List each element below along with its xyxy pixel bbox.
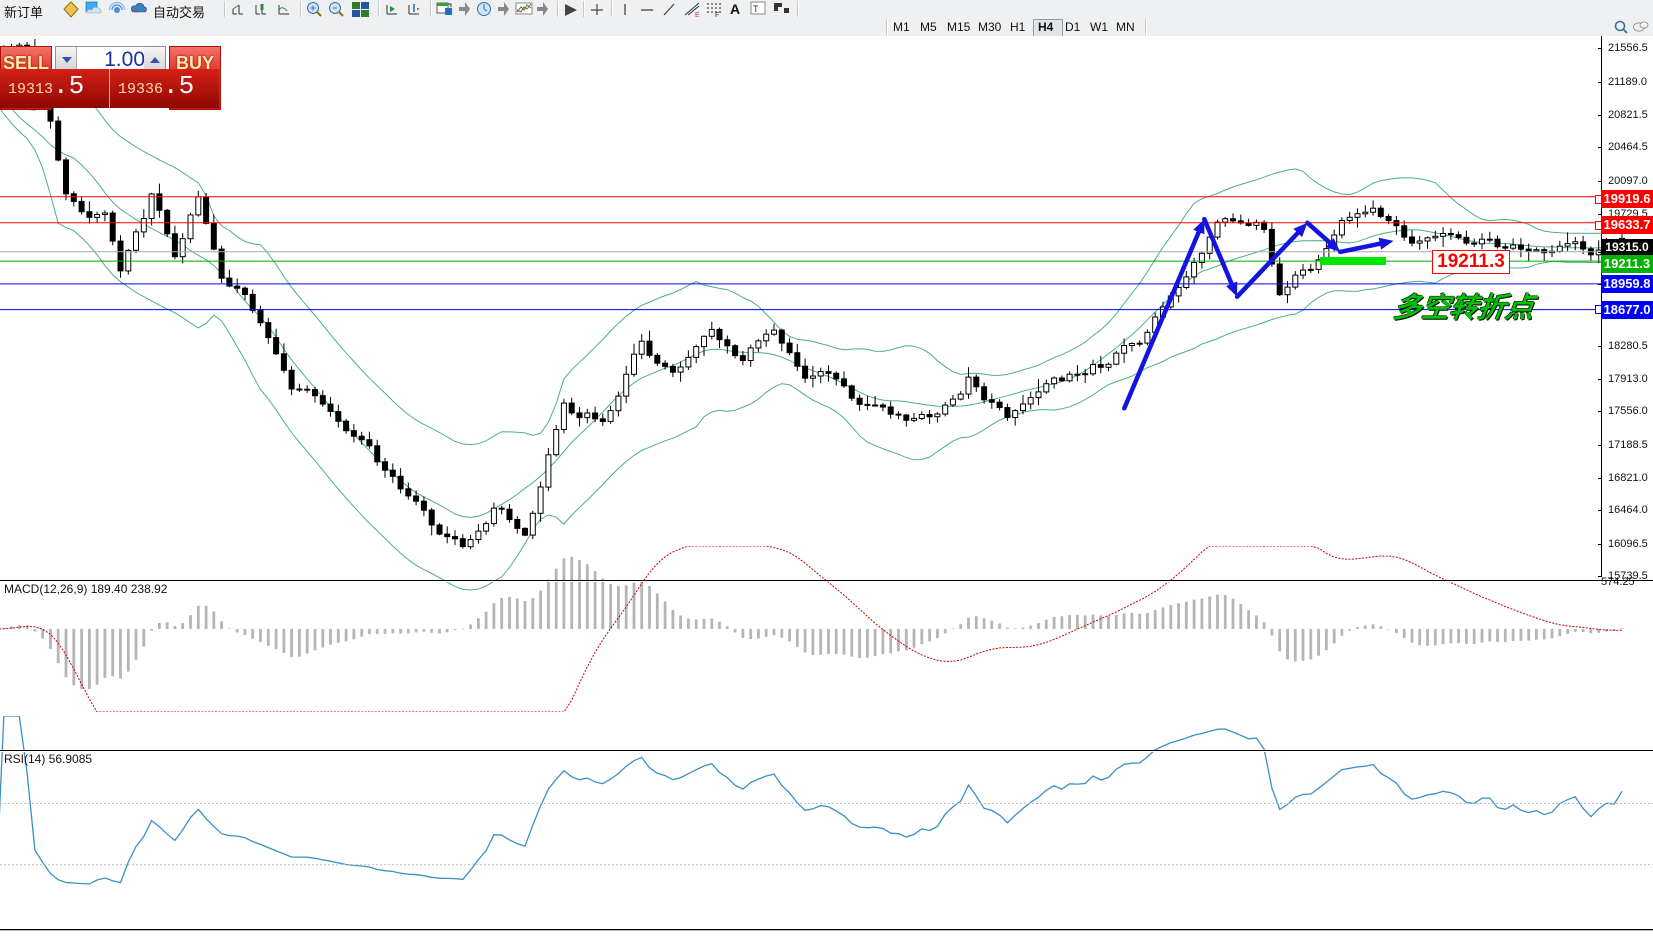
svg-text:E: E — [695, 12, 700, 18]
svg-text:T: T — [753, 4, 759, 14]
svg-text:F: F — [715, 12, 719, 17]
